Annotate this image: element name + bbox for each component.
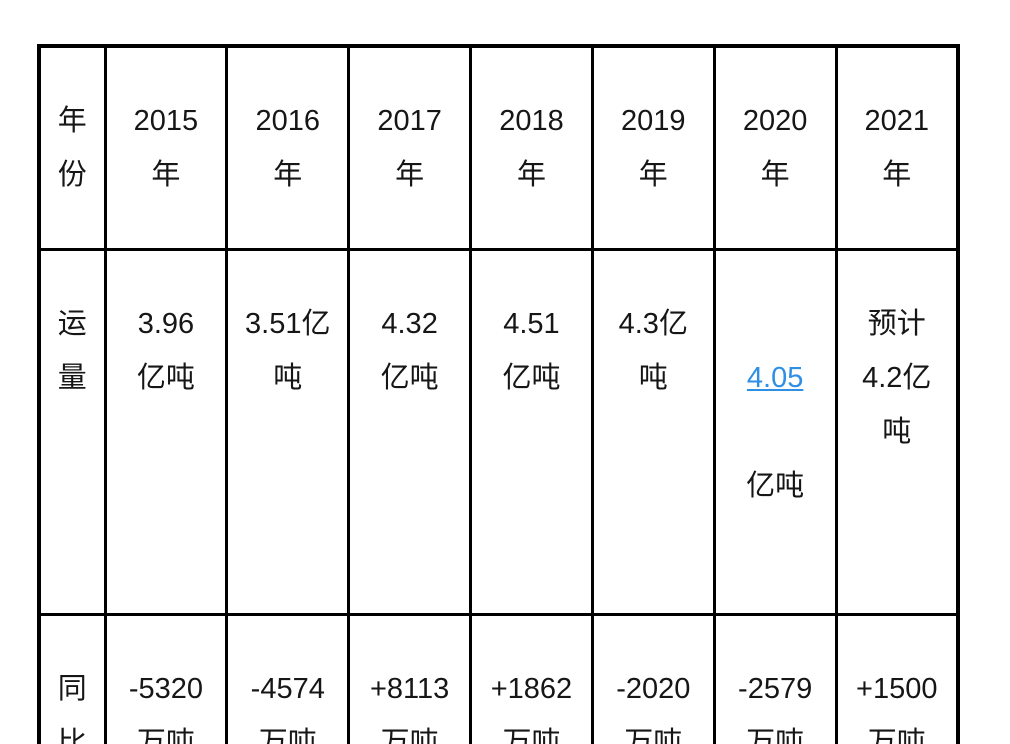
volume-2020-unit: 亿吨 bbox=[746, 470, 805, 502]
year-row: 年 份 2015 年 2016 年 2017 年 2018 年 2019 年 2… bbox=[37, 44, 960, 251]
cell-yoy-2021: +1500 万吨 bbox=[834, 613, 960, 744]
cell-yoy-2018: +1862 万吨 bbox=[469, 613, 594, 744]
cell-volume-2021: 预计 4.2亿 吨 bbox=[834, 248, 960, 616]
cell-year-2015: 2015 年 bbox=[103, 44, 229, 251]
cell-year-2018: 2018 年 bbox=[469, 44, 594, 251]
cell-year-2021: 2021 年 bbox=[834, 44, 960, 251]
cell-year-2019: 2019 年 bbox=[590, 44, 716, 251]
cell-volume-2015: 3.96 亿吨 bbox=[103, 248, 229, 616]
row-header-year: 年 份 bbox=[37, 44, 107, 251]
cell-volume-2020: 4.05 亿吨 bbox=[712, 248, 838, 616]
cell-year-2020: 2020 年 bbox=[712, 44, 838, 251]
freight-volume-table: 年 份 2015 年 2016 年 2017 年 2018 年 2019 年 2… bbox=[37, 44, 960, 744]
volume-2020-link[interactable]: 4.05 bbox=[746, 362, 804, 394]
row-header-volume: 运 量 bbox=[37, 248, 107, 616]
cell-volume-2018: 4.51 亿吨 bbox=[469, 248, 594, 616]
cell-year-2017: 2017 年 bbox=[347, 44, 473, 251]
cell-volume-2019: 4.3亿 吨 bbox=[590, 248, 716, 616]
cell-volume-2016: 3.51亿 吨 bbox=[225, 248, 351, 616]
cell-yoy-2017: +8113 万吨 bbox=[347, 613, 473, 744]
cell-volume-2017: 4.32 亿吨 bbox=[347, 248, 473, 616]
cell-yoy-2016: -4574 万吨 bbox=[225, 613, 351, 744]
cell-yoy-2020: -2579 万吨 bbox=[712, 613, 838, 744]
volume-row: 运 量 3.96 亿吨 3.51亿 吨 4.32 亿吨 4.51 亿吨 4.3亿… bbox=[37, 248, 960, 616]
cell-yoy-2019: -2020 万吨 bbox=[590, 613, 716, 744]
yoy-row: 同 比 -5320 万吨 -4574 万吨 +8113 万吨 +1862 万吨 … bbox=[37, 613, 960, 744]
cell-year-2016: 2016 年 bbox=[225, 44, 351, 251]
row-header-yoy: 同 比 bbox=[37, 613, 107, 744]
cell-yoy-2015: -5320 万吨 bbox=[103, 613, 229, 744]
